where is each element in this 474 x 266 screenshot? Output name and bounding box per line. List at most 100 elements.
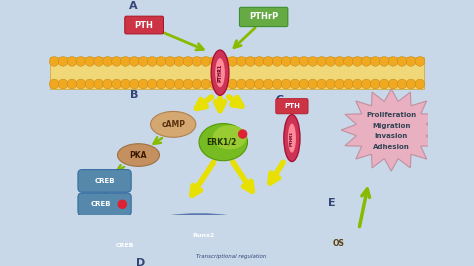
FancyBboxPatch shape: [239, 7, 288, 27]
Text: B: B: [130, 90, 138, 100]
Circle shape: [344, 79, 353, 89]
Circle shape: [103, 79, 112, 89]
Text: PTHR1: PTHR1: [218, 64, 222, 82]
Text: OS: OS: [333, 239, 345, 248]
Circle shape: [118, 200, 127, 208]
Circle shape: [165, 57, 175, 66]
Circle shape: [397, 79, 407, 89]
Circle shape: [237, 79, 246, 89]
Circle shape: [362, 79, 371, 89]
Ellipse shape: [284, 115, 300, 161]
Circle shape: [156, 79, 166, 89]
Circle shape: [335, 79, 345, 89]
Circle shape: [255, 57, 264, 66]
Circle shape: [192, 57, 202, 66]
Text: Runx2: Runx2: [192, 233, 214, 238]
Circle shape: [371, 57, 380, 66]
Circle shape: [272, 57, 282, 66]
Ellipse shape: [320, 232, 365, 254]
Text: CREB: CREB: [90, 201, 111, 207]
Circle shape: [112, 57, 121, 66]
Text: PKA: PKA: [130, 151, 147, 160]
Circle shape: [183, 57, 193, 66]
Circle shape: [129, 57, 139, 66]
Text: Proliferation: Proliferation: [366, 113, 416, 118]
Text: E: E: [328, 198, 336, 208]
Text: Migration: Migration: [372, 123, 410, 129]
FancyBboxPatch shape: [78, 193, 131, 216]
Circle shape: [371, 79, 380, 89]
Circle shape: [210, 79, 219, 89]
Circle shape: [228, 57, 237, 66]
FancyBboxPatch shape: [125, 16, 164, 34]
Circle shape: [362, 57, 371, 66]
Circle shape: [67, 57, 77, 66]
Text: CREB: CREB: [94, 178, 115, 184]
Circle shape: [85, 57, 95, 66]
Circle shape: [281, 57, 291, 66]
Circle shape: [272, 79, 282, 89]
Polygon shape: [341, 89, 441, 171]
Ellipse shape: [151, 111, 196, 137]
Circle shape: [201, 79, 210, 89]
Circle shape: [147, 79, 157, 89]
Circle shape: [85, 79, 95, 89]
Text: D: D: [137, 258, 146, 266]
Circle shape: [76, 79, 86, 89]
Circle shape: [264, 79, 273, 89]
Circle shape: [237, 57, 246, 66]
Circle shape: [406, 79, 416, 89]
Circle shape: [326, 79, 336, 89]
Circle shape: [326, 57, 336, 66]
Text: cAMP: cAMP: [161, 120, 185, 129]
Ellipse shape: [215, 58, 225, 87]
Text: ERK1/2: ERK1/2: [207, 138, 237, 147]
Circle shape: [317, 79, 327, 89]
Circle shape: [94, 79, 103, 89]
Circle shape: [219, 57, 228, 66]
Circle shape: [246, 79, 255, 89]
Circle shape: [58, 79, 68, 89]
Circle shape: [299, 79, 309, 89]
Circle shape: [103, 57, 112, 66]
Circle shape: [379, 79, 389, 89]
Text: PTH: PTH: [135, 20, 154, 30]
Circle shape: [94, 57, 103, 66]
Circle shape: [415, 57, 425, 66]
Circle shape: [397, 57, 407, 66]
Circle shape: [308, 57, 318, 66]
Circle shape: [415, 79, 425, 89]
Circle shape: [165, 79, 175, 89]
Text: PTH: PTH: [284, 103, 300, 109]
Circle shape: [299, 57, 309, 66]
Circle shape: [290, 79, 300, 89]
Circle shape: [290, 57, 300, 66]
Text: PTHrP: PTHrP: [249, 13, 278, 22]
Circle shape: [228, 79, 237, 89]
Circle shape: [192, 79, 202, 89]
Circle shape: [58, 57, 68, 66]
Text: A: A: [128, 1, 137, 11]
Ellipse shape: [199, 123, 247, 161]
Circle shape: [388, 57, 398, 66]
Circle shape: [183, 79, 193, 89]
Text: CREB: CREB: [116, 243, 134, 248]
Text: C: C: [276, 95, 284, 105]
Ellipse shape: [118, 144, 159, 166]
FancyBboxPatch shape: [105, 235, 152, 256]
Circle shape: [174, 79, 184, 89]
Text: Transcriptional regulation: Transcriptional regulation: [196, 254, 266, 259]
Circle shape: [379, 57, 389, 66]
FancyBboxPatch shape: [276, 98, 308, 114]
Circle shape: [238, 130, 246, 138]
Circle shape: [147, 57, 157, 66]
FancyBboxPatch shape: [183, 227, 223, 245]
Text: Invasion: Invasion: [374, 134, 408, 139]
Circle shape: [210, 57, 219, 66]
FancyBboxPatch shape: [78, 170, 131, 192]
Circle shape: [353, 57, 362, 66]
Circle shape: [406, 57, 416, 66]
Circle shape: [129, 79, 139, 89]
Circle shape: [112, 79, 121, 89]
Ellipse shape: [213, 125, 246, 149]
